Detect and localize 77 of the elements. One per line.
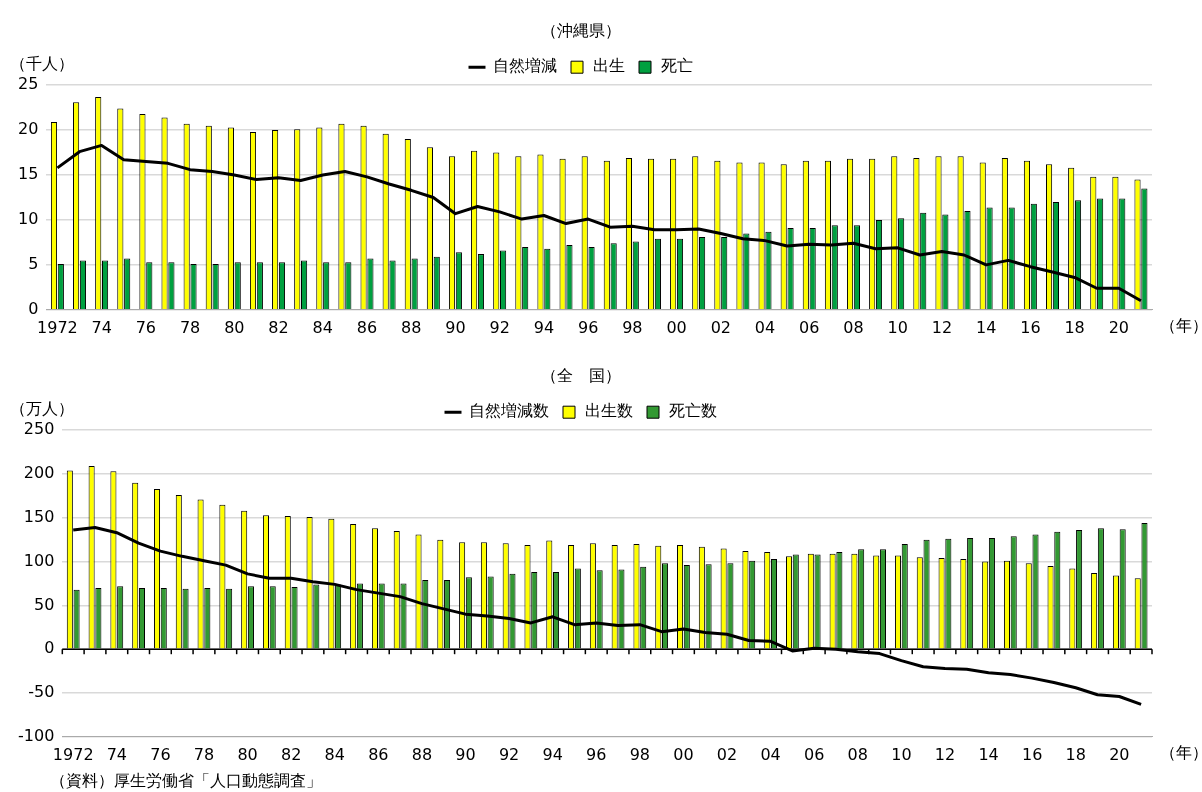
x-tick-label: 12 [934, 744, 956, 764]
x-tick-label: 86 [368, 744, 389, 764]
y-tick-label: 0 [28, 298, 39, 318]
x-tick-label: 1972 [37, 317, 78, 337]
y-tick-label: 0 [44, 638, 55, 658]
x-tick-label: 92 [489, 317, 510, 337]
x-tick-label: 96 [577, 317, 599, 337]
y-tick-label: -50 [28, 682, 55, 702]
x-tick-label: 90 [455, 744, 476, 764]
y-tick-label: 5 [28, 254, 39, 274]
x-tick-label: 84 [312, 317, 333, 337]
x-tick-label: 20 [1108, 317, 1130, 337]
x-tick-label: 80 [237, 744, 258, 764]
legend-label: 自然増減 [493, 56, 557, 76]
x-tick-label: 10 [887, 317, 908, 337]
x-axis-title: （年） [1160, 743, 1202, 763]
x-tick-label: 04 [760, 744, 781, 764]
x-tick-label: 86 [356, 317, 378, 337]
x-tick-label: 04 [754, 317, 776, 337]
y-tick-label: 10 [18, 209, 39, 229]
x-tick-label: 98 [629, 744, 651, 764]
x-tick-label: 18 [1065, 744, 1086, 764]
x-tick-label: 76 [135, 317, 157, 337]
legend-label: 自然増減数 [469, 401, 549, 421]
y-tick-label: 20 [18, 119, 39, 139]
x-tick-label: 10 [891, 744, 912, 764]
x-tick-label: 94 [542, 744, 563, 764]
x-tick-label: 82 [280, 744, 302, 764]
chart-title: （全 国） [541, 365, 621, 385]
y-tick-label: 50 [33, 594, 55, 614]
y-tick-label: 15 [18, 164, 39, 184]
x-tick-label: 12 [931, 317, 953, 337]
x-tick-label: 08 [847, 744, 868, 764]
x-tick-label: 18 [1064, 317, 1085, 337]
x-tick-label: 78 [193, 744, 215, 764]
y-axis-title: （万人） [10, 399, 74, 419]
x-tick-label: 02 [716, 744, 738, 764]
x-tick-label: 90 [445, 317, 466, 337]
y-axis-title: （千人） [10, 54, 74, 74]
y-tick-label: 150 [23, 506, 55, 526]
x-tick-label: 96 [586, 744, 607, 764]
x-tick-label: 06 [799, 317, 820, 337]
x-tick-label: 00 [673, 744, 694, 764]
y-tick-label: 25 [18, 74, 39, 94]
text: （資料）厚生労働省「人口動態調査」 [50, 771, 322, 791]
x-tick-label: 94 [533, 317, 555, 337]
x-tick-label: 92 [498, 744, 520, 764]
x-tick-label: 74 [106, 744, 127, 764]
y-tick-label: 250 [23, 419, 55, 439]
x-tick-label: 16 [1021, 744, 1043, 764]
x-tick-label: 88 [411, 744, 433, 764]
x-tick-label: 74 [91, 317, 112, 337]
x-tick-label: 08 [843, 317, 864, 337]
x-tick-label: 84 [324, 744, 345, 764]
y-tick-label: -100 [18, 725, 55, 745]
x-tick-label: 78 [179, 317, 201, 337]
x-tick-label: 1972 [52, 744, 94, 764]
x-tick-label: 00 [666, 317, 687, 337]
x-tick-label: 02 [710, 317, 731, 337]
x-tick-label: 76 [150, 744, 171, 764]
x-tick-label: 82 [268, 317, 289, 337]
x-tick-label: 14 [978, 744, 999, 764]
x-axis-title: （年） [1160, 316, 1202, 336]
x-tick-label: 88 [401, 317, 422, 337]
x-tick-label: 20 [1109, 744, 1130, 764]
y-tick-label: 200 [23, 463, 55, 483]
chart-title: （沖縄県） [541, 20, 621, 40]
legend-label: 死亡 [661, 56, 693, 76]
x-tick-label: 16 [1020, 317, 1041, 337]
x-tick-label: 98 [622, 317, 643, 337]
x-tick-label: 14 [975, 317, 997, 337]
y-tick-label: 100 [23, 550, 55, 570]
x-tick-label: 80 [224, 317, 245, 337]
legend-label: 死亡数 [669, 401, 717, 421]
legend-label: 出生 [593, 56, 625, 76]
legend-label: 出生数 [585, 401, 633, 421]
x-tick-label: 06 [804, 744, 825, 764]
